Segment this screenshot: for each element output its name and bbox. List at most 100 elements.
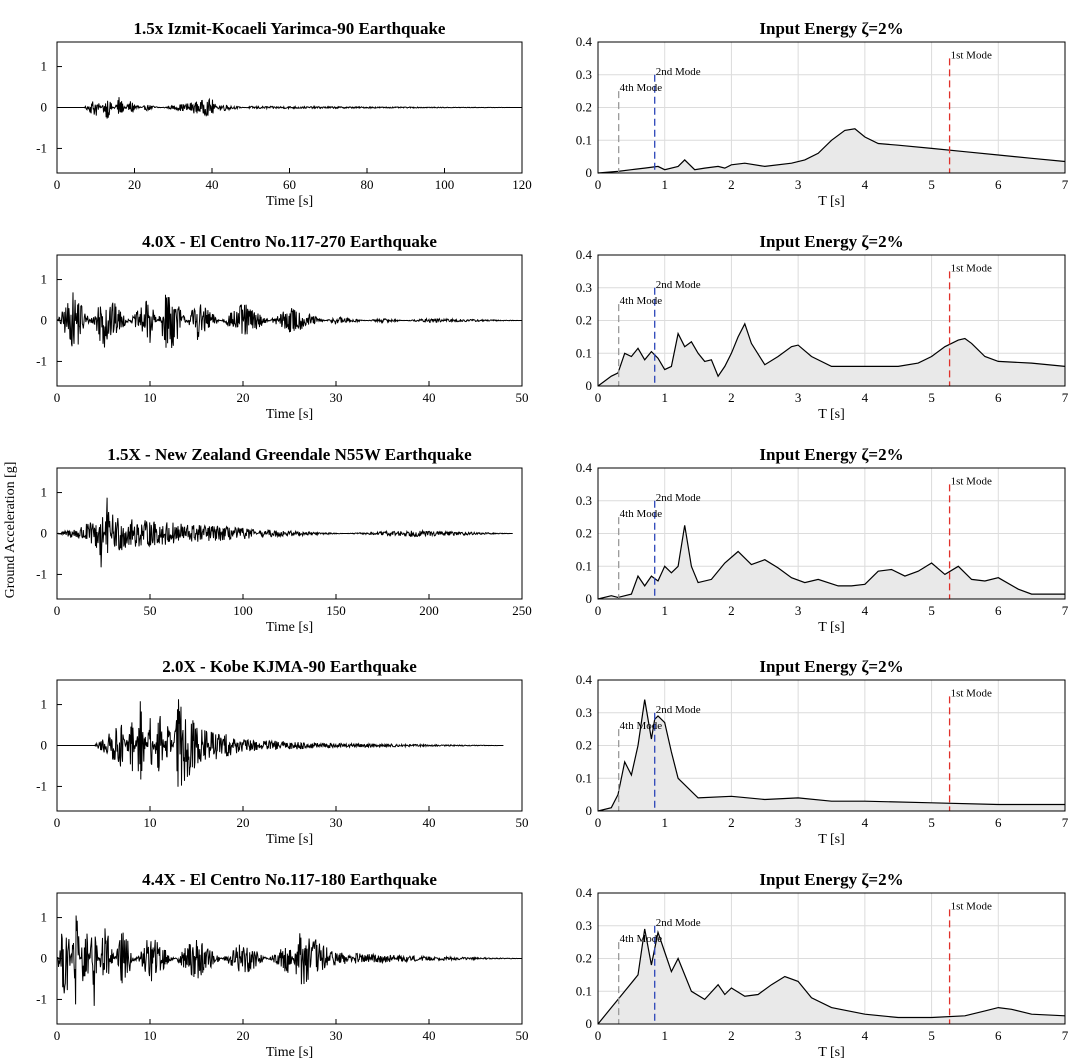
spectrum-xtick-label: 2 bbox=[728, 1028, 735, 1043]
record-xtick-label: 0 bbox=[54, 390, 61, 405]
mode-label: 2nd Mode bbox=[656, 492, 701, 504]
spectrum-ytick-label: 0.3 bbox=[576, 918, 592, 933]
spectrum-ytick-label: 0.2 bbox=[576, 313, 592, 328]
spectrum-ytick-label: 0.4 bbox=[576, 34, 593, 49]
energy-line bbox=[597, 525, 1065, 600]
spectrum-ytick-label: 0 bbox=[586, 1016, 593, 1031]
spectrum-xtick-label: 2 bbox=[728, 815, 735, 830]
spectrum-ytick-label: 0.3 bbox=[576, 705, 592, 720]
spectrum-xlabel: T [s] bbox=[818, 832, 845, 847]
record-ytick-label: 0 bbox=[41, 100, 48, 115]
record-xlabel: Time [s] bbox=[266, 620, 313, 635]
spectrum-xtick-label: 4 bbox=[862, 815, 869, 830]
acceleration-trace bbox=[56, 915, 522, 1006]
record-ytick-label: 1 bbox=[41, 697, 48, 712]
spectrum-title: Input Energy ζ=2% bbox=[759, 445, 903, 464]
record-title: 1.5X - New Zealand Greendale N55W Earthq… bbox=[107, 445, 472, 464]
acceleration-trace bbox=[57, 699, 504, 787]
record-xtick-label: 10 bbox=[144, 815, 157, 830]
record-xtick-label: 20 bbox=[128, 177, 141, 192]
spectrum-xtick-label: 1 bbox=[661, 177, 668, 192]
spectrum-ytick-label: 0.1 bbox=[576, 132, 592, 147]
mode-label: 4th Mode bbox=[620, 508, 663, 520]
spectrum-xtick-label: 7 bbox=[1062, 390, 1068, 405]
mode-label: 2nd Mode bbox=[656, 279, 701, 291]
spectrum-ytick-label: 0.1 bbox=[576, 345, 592, 360]
record-xtick-label: 40 bbox=[423, 815, 436, 830]
spectrum-ytick-label: 0.4 bbox=[576, 460, 593, 475]
spectrum-ytick-label: 0.2 bbox=[576, 526, 592, 541]
energy-line bbox=[597, 928, 1066, 1025]
mode-label: 2nd Mode bbox=[656, 917, 701, 929]
spectrum-ytick-label: 0.3 bbox=[576, 280, 592, 295]
spectrum-xtick-label: 3 bbox=[795, 1028, 802, 1043]
record-ytick-label: -1 bbox=[36, 991, 47, 1006]
record-xtick-label: 20 bbox=[237, 1028, 250, 1043]
energy-area bbox=[598, 525, 1065, 599]
spectrum-xtick-label: 3 bbox=[795, 603, 802, 618]
spectrum-ytick-label: 0 bbox=[586, 378, 593, 393]
spectrum-ytick-label: 0.4 bbox=[576, 885, 593, 900]
spectrum-xtick-label: 7 bbox=[1062, 815, 1068, 830]
spectrum-xtick-label: 4 bbox=[862, 1028, 869, 1043]
spectrum-xtick-label: 4 bbox=[862, 603, 869, 618]
mode-label: 1st Mode bbox=[951, 687, 992, 699]
spectrum-xtick-label: 5 bbox=[928, 1028, 935, 1043]
spectrum-xtick-label: 5 bbox=[928, 177, 935, 192]
record-title: 4.4X - El Centro No.117-180 Earthquake bbox=[142, 870, 437, 889]
record-xtick-label: 20 bbox=[237, 815, 250, 830]
mode-label: 1st Mode bbox=[951, 475, 992, 487]
spectrum-ytick-label: 0 bbox=[586, 803, 593, 818]
spectrum-xtick-label: 5 bbox=[928, 603, 935, 618]
spectrum-axes-box bbox=[597, 254, 1066, 387]
record-ytick-label: 0 bbox=[41, 951, 48, 966]
record-ytick-label: 0 bbox=[41, 526, 48, 541]
spectrum-xtick-label: 3 bbox=[795, 390, 802, 405]
record-xtick-label: 80 bbox=[361, 177, 374, 192]
spectrum-xtick-label: 3 bbox=[795, 815, 802, 830]
record-xtick-label: 30 bbox=[330, 390, 343, 405]
record-xtick-label: 50 bbox=[144, 603, 157, 618]
energy-line bbox=[597, 322, 1066, 387]
spectrum-xlabel: T [s] bbox=[818, 407, 845, 422]
record-xtick-label: 20 bbox=[237, 390, 250, 405]
energy-area bbox=[598, 699, 1065, 811]
spectrum-xtick-label: 0 bbox=[595, 177, 602, 192]
ylabel-ground-acceleration: Ground Acceleration [g] bbox=[3, 462, 18, 599]
spectrum-title: Input Energy ζ=2% bbox=[759, 657, 903, 676]
mode-label: 2nd Mode bbox=[656, 704, 701, 716]
spectrum-title: Input Energy ζ=2% bbox=[759, 870, 903, 889]
record-xtick-label: 250 bbox=[512, 603, 532, 618]
spectrum-xtick-label: 1 bbox=[661, 390, 668, 405]
energy-area bbox=[598, 128, 1065, 173]
spectrum-xtick-label: 6 bbox=[995, 603, 1002, 618]
spectrum-xtick-label: 2 bbox=[728, 603, 735, 618]
mode-label: 1st Mode bbox=[951, 49, 992, 61]
spectrum-xtick-label: 7 bbox=[1062, 1028, 1068, 1043]
record-title: 1.5x Izmit-Kocaeli Yarimca-90 Earthquake bbox=[134, 19, 446, 38]
record-xtick-label: 0 bbox=[54, 815, 61, 830]
spectrum-xtick-label: 6 bbox=[995, 1028, 1002, 1043]
spectrum-xtick-label: 1 bbox=[661, 815, 668, 830]
spectrum-xtick-label: 7 bbox=[1062, 603, 1068, 618]
record-title: 4.0X - El Centro No.117-270 Earthquake bbox=[142, 232, 437, 251]
spectrum-xtick-label: 6 bbox=[995, 815, 1002, 830]
spectrum-ytick-label: 0.2 bbox=[576, 738, 592, 753]
spectrum-ytick-label: 0.4 bbox=[576, 247, 593, 262]
spectrum-xtick-label: 6 bbox=[995, 390, 1002, 405]
record-xlabel: Time [s] bbox=[266, 1045, 313, 1060]
spectrum-xtick-label: 6 bbox=[995, 177, 1002, 192]
record-xlabel: Time [s] bbox=[266, 407, 313, 422]
spectrum-title: Input Energy ζ=2% bbox=[759, 19, 903, 38]
record-ytick-label: 0 bbox=[41, 313, 48, 328]
spectrum-ytick-label: 0.3 bbox=[576, 67, 592, 82]
record-ytick-label: 1 bbox=[41, 485, 48, 500]
record-xtick-label: 40 bbox=[206, 177, 219, 192]
mode-label: 4th Mode bbox=[620, 720, 663, 732]
record-xtick-label: 40 bbox=[423, 390, 436, 405]
record-ytick-label: -1 bbox=[36, 353, 47, 368]
spectrum-ytick-label: 0.1 bbox=[576, 983, 592, 998]
spectrum-title: Input Energy ζ=2% bbox=[759, 232, 903, 251]
spectrum-xtick-label: 3 bbox=[795, 177, 802, 192]
mode-label: 2nd Mode bbox=[656, 66, 701, 78]
